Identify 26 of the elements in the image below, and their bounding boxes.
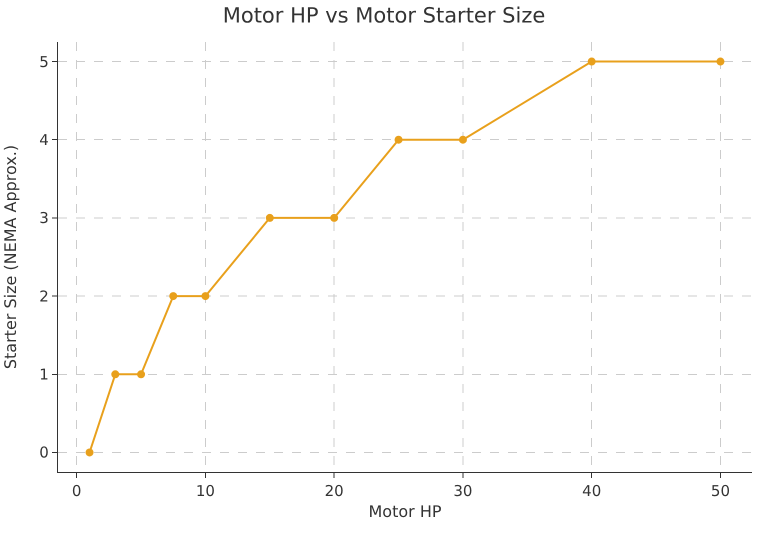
- x-axis-title: Motor HP: [368, 502, 442, 521]
- point: [201, 292, 210, 300]
- y-tick-label: 5: [39, 52, 49, 71]
- point: [588, 58, 596, 66]
- x-tick-label: 30: [453, 482, 472, 500]
- x-tick-label: 50: [710, 482, 730, 500]
- point: [169, 292, 178, 300]
- x-tick-label: 20: [324, 482, 344, 500]
- y-tick-label: 4: [39, 130, 49, 149]
- y-tick-label: 0: [39, 444, 49, 462]
- y-tick-label: 1: [39, 366, 49, 384]
- point: [330, 214, 338, 222]
- point: [266, 214, 274, 222]
- y-tick-label: 3: [39, 209, 49, 228]
- point: [716, 58, 724, 66]
- point: [394, 136, 403, 144]
- x-tick-label: 10: [196, 482, 215, 500]
- point: [458, 136, 467, 144]
- x-tick-label: 0: [72, 482, 82, 500]
- chart-title: Motor HP vs Motor Starter Size: [222, 4, 546, 28]
- x-tick-label: 40: [582, 482, 602, 500]
- y-axis-title: Starter Size (NEMA Approx.): [0, 144, 20, 370]
- point: [111, 370, 120, 378]
- y-tick-label: 2: [39, 287, 49, 306]
- point: [86, 448, 94, 456]
- point: [137, 370, 146, 378]
